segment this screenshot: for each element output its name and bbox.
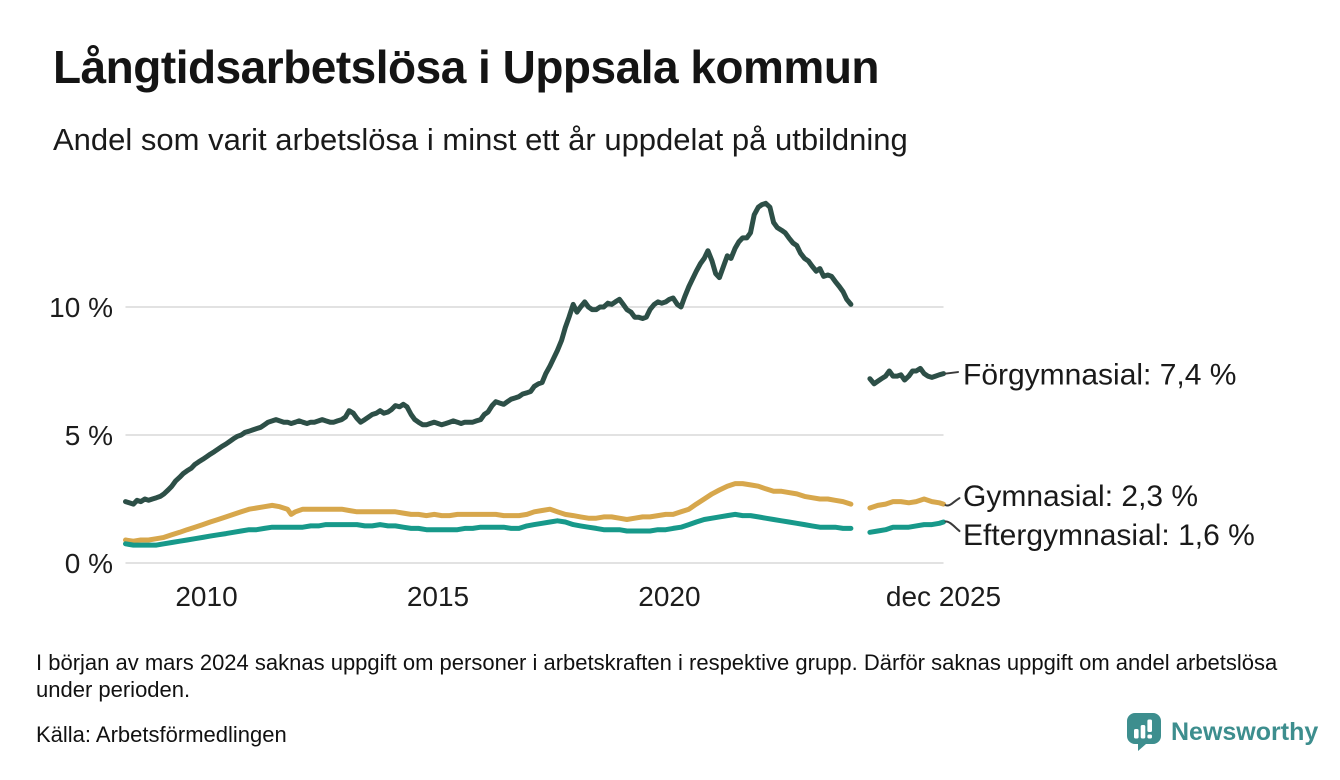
series-line-forgymnasial bbox=[123, 200, 854, 507]
footnote: I början av mars 2024 saknas uppgift om … bbox=[36, 650, 1278, 702]
series-line-eftergymnasial bbox=[867, 519, 946, 535]
series-end-label-eftergymnasial: Eftergymnasial: 1,6 % bbox=[963, 519, 1255, 552]
newsworthy-bubble-barchart-icon bbox=[1127, 713, 1161, 751]
series-end-labels: Förgymnasial: 7,4 % Gymnasial: 2,3 % Efter… bbox=[944, 359, 1255, 552]
y-tick-label: 5 % bbox=[65, 420, 113, 451]
series-lines bbox=[123, 200, 946, 548]
label-leader-gymnasial bbox=[944, 497, 961, 507]
newsworthy-wordmark: Newsworthy bbox=[1171, 717, 1319, 746]
x-tick-label: 2020 bbox=[638, 581, 700, 612]
series-end-label-gymnasial: Gymnasial: 2,3 % bbox=[963, 480, 1198, 513]
chart-subtitle: Andel som varit arbetslösa i minst ett å… bbox=[53, 122, 908, 157]
x-tick-label: dec 2025 bbox=[886, 581, 1001, 612]
gridlines bbox=[125, 306, 944, 564]
series-line-gymnasial bbox=[123, 481, 854, 544]
y-tick-label: 0 % bbox=[65, 548, 113, 579]
x-tick-label: 2015 bbox=[407, 581, 469, 612]
series-line-eftergymnasial bbox=[123, 511, 854, 548]
axis-labels: 0 % 5 % 10 % 2010 2015 2020 dec 2025 bbox=[49, 292, 1001, 612]
series-line-forgymnasial bbox=[867, 365, 946, 387]
newsworthy-logo: Newsworthy bbox=[1126, 712, 1318, 752]
y-tick-label: 10 % bbox=[49, 292, 113, 323]
label-leader-forgymnasial bbox=[945, 371, 959, 375]
label-leader-eftergymnasial bbox=[944, 520, 961, 533]
x-tick-label: 2010 bbox=[175, 581, 237, 612]
page-title: Långtidsarbetslösa i Uppsala kommun bbox=[53, 41, 880, 93]
series-end-label-forgymnasial: Förgymnasial: 7,4 % bbox=[963, 359, 1236, 392]
series-line-gymnasial bbox=[867, 496, 946, 511]
source-label: Källa: Arbetsförmedlingen bbox=[36, 722, 287, 747]
